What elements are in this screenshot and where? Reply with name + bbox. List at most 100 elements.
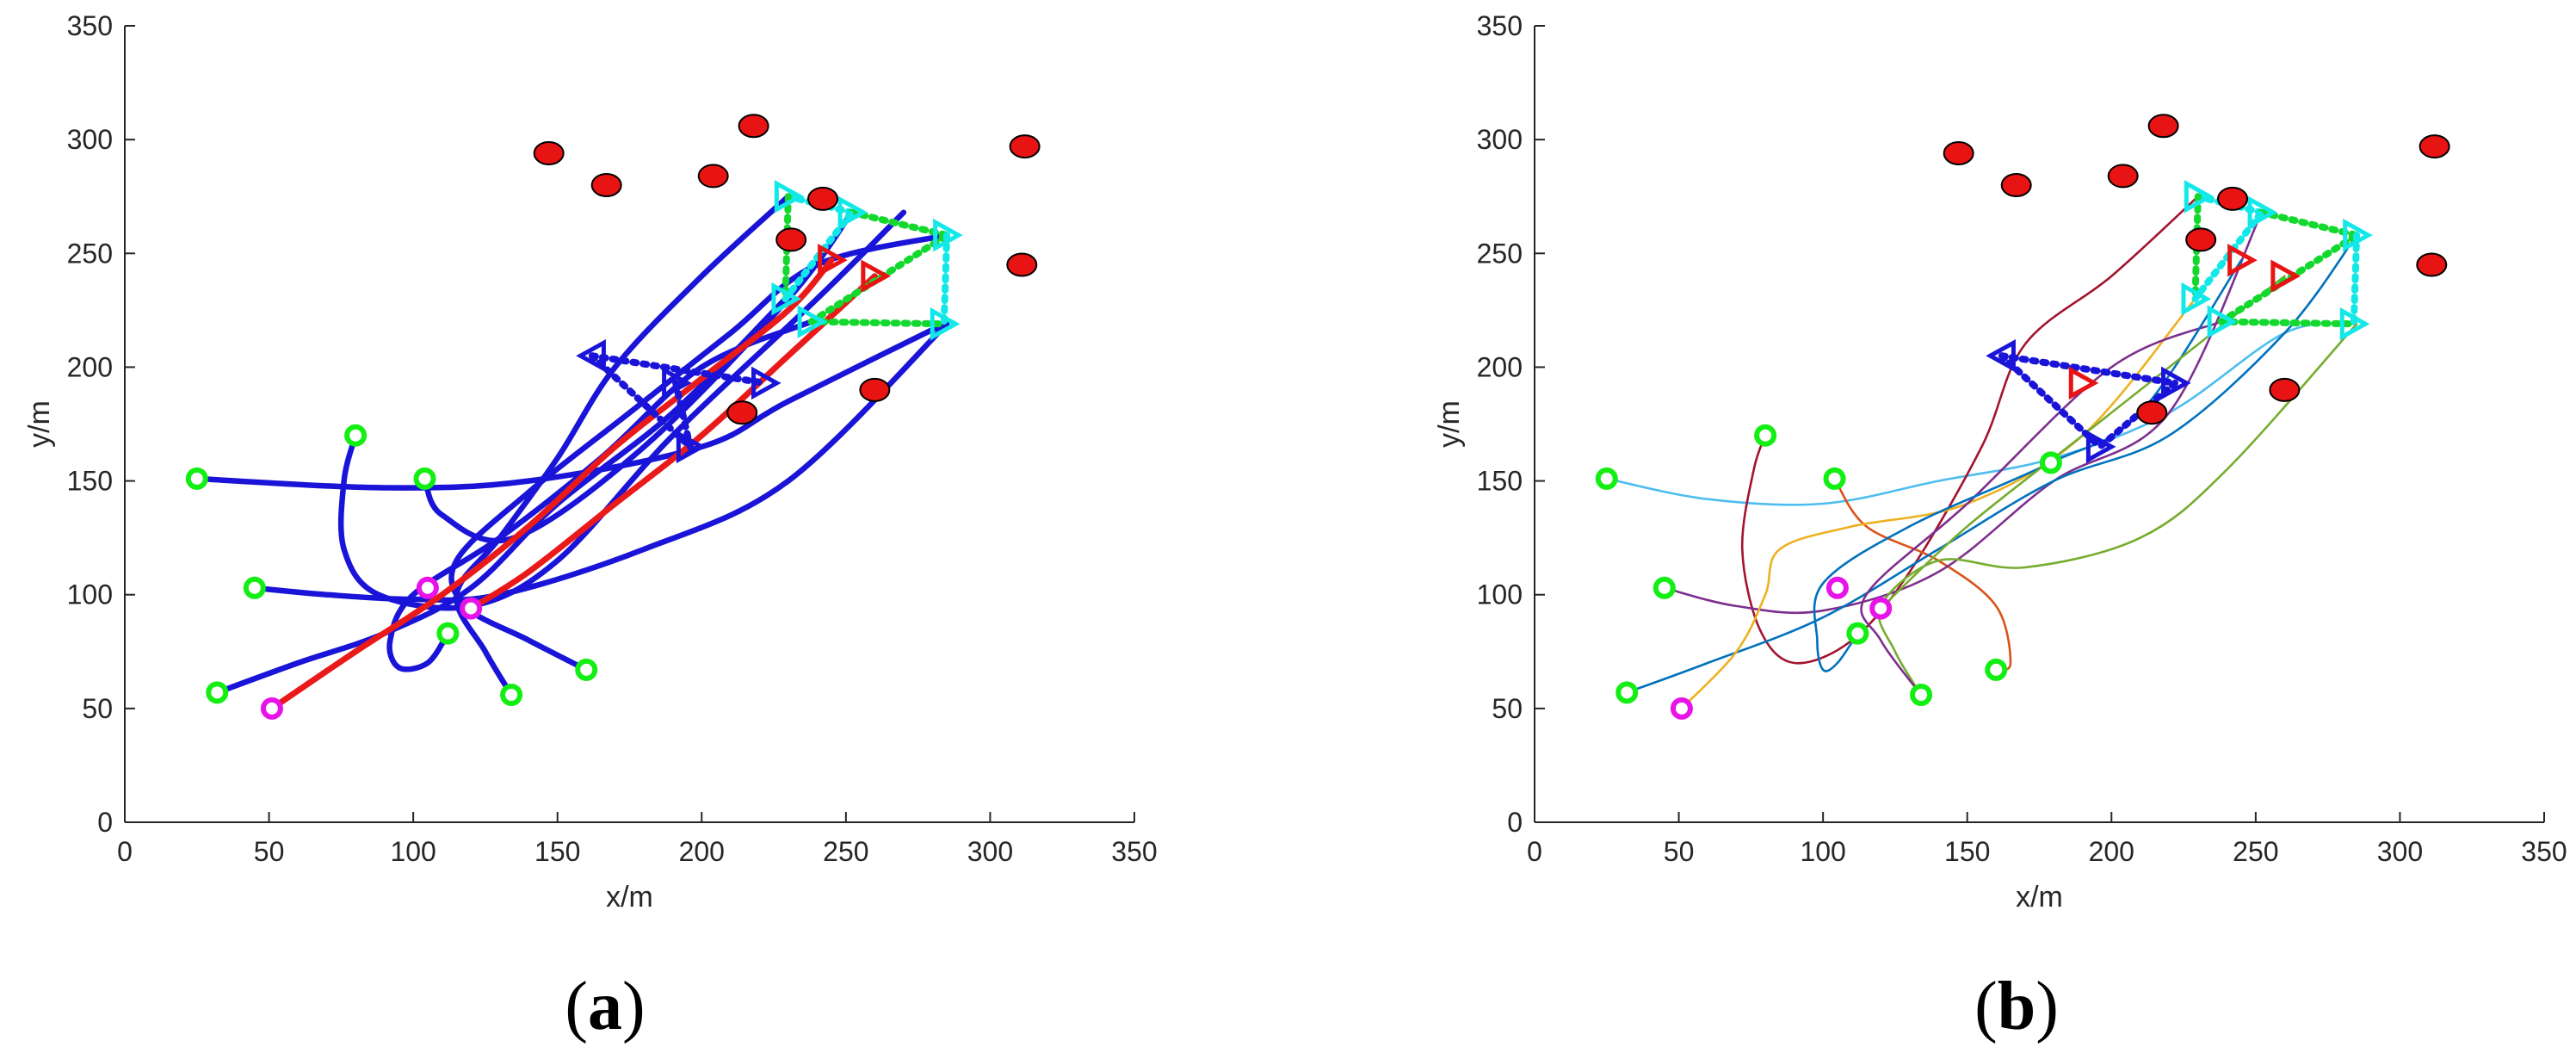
y-tick-label: 350 bbox=[1477, 10, 1523, 41]
x-tick-label: 250 bbox=[2233, 836, 2278, 867]
target-marker-red bbox=[2227, 243, 2258, 277]
start-marker-magenta bbox=[1670, 697, 1693, 720]
start-marker-green bbox=[1754, 424, 1777, 447]
start-marker-green bbox=[243, 576, 266, 599]
trajectory-7 bbox=[448, 232, 950, 673]
x-tick-label: 150 bbox=[1944, 836, 1990, 867]
threat-marker bbox=[533, 141, 565, 165]
y-tick-label: 50 bbox=[82, 693, 113, 724]
y-tick-label: 150 bbox=[1477, 466, 1523, 497]
target-marker-cyan bbox=[2343, 218, 2373, 252]
target-marker-blue bbox=[576, 338, 606, 373]
trajectory-8 bbox=[1860, 320, 2222, 697]
trajectory-5 bbox=[1625, 233, 2358, 694]
start-marker-green bbox=[2039, 451, 2062, 474]
trajectory-6 bbox=[454, 193, 792, 698]
panel-b: 0 50 100 150 200 250 300 350 0 50 100 150 200 250 300 3… bbox=[1433, 10, 2567, 914]
start-marker-green bbox=[413, 467, 436, 490]
formation-link bbox=[588, 352, 694, 450]
start-marker-magenta bbox=[416, 576, 439, 599]
start-marker-green bbox=[1910, 684, 1933, 706]
y-tick-label: 350 bbox=[67, 10, 113, 41]
threat-marker bbox=[2217, 186, 2249, 211]
trajectory-4 bbox=[1663, 211, 2263, 615]
threat-marker bbox=[2185, 227, 2217, 252]
trajectory-1 bbox=[1605, 322, 2356, 506]
threat-marker bbox=[1006, 252, 1038, 277]
threat-marker bbox=[1009, 134, 1041, 159]
target-marker-red bbox=[2068, 366, 2099, 400]
x-tick-label: 200 bbox=[2089, 836, 2134, 867]
target-marker-blue bbox=[2161, 366, 2191, 400]
y-tick-label: 250 bbox=[67, 238, 113, 269]
target-marker-cyan bbox=[2181, 282, 2212, 316]
target-marker-red bbox=[2270, 259, 2301, 293]
y-tick-label: 100 bbox=[1477, 579, 1523, 610]
start-marker-green bbox=[1595, 467, 1618, 490]
threat-marker bbox=[859, 377, 891, 402]
x-tick-label: 0 bbox=[117, 836, 133, 867]
x-tick-label: 50 bbox=[254, 836, 285, 867]
threat-marker bbox=[2136, 400, 2168, 425]
y-tick-label: 300 bbox=[67, 124, 113, 155]
formation-link bbox=[2217, 318, 2357, 328]
x-axis-title: x/m bbox=[606, 881, 653, 914]
trajectory-group bbox=[194, 193, 950, 712]
panel-a: 0 50 100 150 200 250 300 350 0 50 100 150 200 250 300 3… bbox=[23, 10, 1158, 914]
target-marker-blue bbox=[676, 430, 707, 464]
formation-link bbox=[807, 318, 948, 328]
threat-marker bbox=[2416, 252, 2448, 277]
formation-link bbox=[2258, 208, 2361, 239]
start-marker-magenta bbox=[1869, 597, 1893, 620]
x-tick-label: 250 bbox=[823, 836, 868, 867]
y-axis-title: y/m bbox=[23, 400, 56, 448]
trajectory-7 bbox=[1877, 322, 2358, 697]
threat-marker bbox=[2000, 173, 2032, 197]
threat-marker bbox=[738, 114, 769, 139]
trajectory-group bbox=[1605, 195, 2358, 710]
start-marker-green bbox=[1846, 622, 1869, 645]
threat-marker bbox=[2418, 134, 2450, 159]
trajectory-4 bbox=[251, 320, 950, 604]
start-marker-green bbox=[206, 681, 229, 704]
x-tick-label: 350 bbox=[1111, 836, 1157, 867]
y-axis-title: y/m bbox=[1433, 400, 1466, 448]
start-marker-green bbox=[1985, 658, 2008, 681]
y-tick-label: 0 bbox=[97, 807, 113, 838]
panel-a-label: (a) bbox=[565, 969, 645, 1044]
target-marker-cyan bbox=[837, 195, 868, 229]
y-tick-label: 0 bbox=[1507, 807, 1523, 838]
target-marker-cyan bbox=[797, 305, 828, 338]
threat-marker bbox=[775, 227, 807, 252]
start-marker-green bbox=[344, 424, 368, 447]
target-marker-cyan bbox=[2339, 307, 2370, 341]
y-tick-label: 300 bbox=[1477, 124, 1523, 155]
start-marker-green bbox=[1823, 467, 1846, 490]
threat-marker bbox=[590, 173, 622, 197]
trajectory-1 bbox=[194, 320, 948, 491]
trajectory-2 bbox=[1740, 195, 2200, 665]
x-tick-label: 50 bbox=[1664, 836, 1695, 867]
target-marker-blue bbox=[662, 366, 692, 400]
formation-link bbox=[848, 208, 951, 239]
y-tick-label: 150 bbox=[67, 466, 113, 497]
y-tick-label: 250 bbox=[1477, 238, 1523, 269]
target-marker-red bbox=[861, 259, 892, 293]
target-marker-cyan bbox=[2207, 305, 2238, 338]
target-marker-cyan bbox=[774, 179, 805, 214]
formation-link bbox=[1998, 352, 2103, 450]
x-axis-title: x/m bbox=[2016, 881, 2063, 914]
target-marker-cyan bbox=[933, 218, 963, 252]
start-marker-magenta bbox=[260, 697, 283, 720]
formation-link bbox=[672, 379, 694, 450]
x-tick-label: 300 bbox=[2377, 836, 2423, 867]
start-marker-green bbox=[185, 467, 208, 490]
trajectory-8 bbox=[386, 319, 814, 672]
x-tick-label: 100 bbox=[390, 836, 436, 867]
threat-marker bbox=[2147, 114, 2179, 139]
formation-link bbox=[940, 232, 951, 328]
target-marker-cyan bbox=[2247, 195, 2278, 229]
target-marker-cyan bbox=[2184, 179, 2215, 214]
threat-marker bbox=[1943, 141, 1974, 165]
